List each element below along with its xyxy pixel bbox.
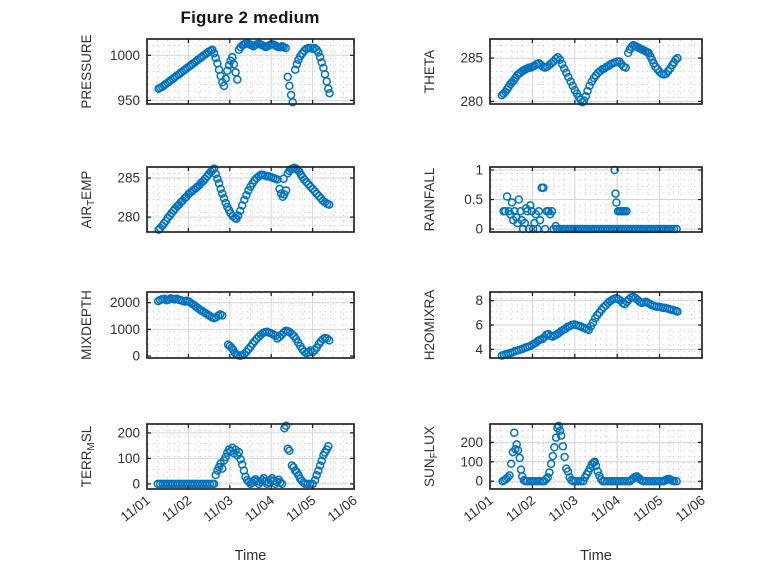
subplot-theta: 280 285 THETA: [422, 38, 703, 109]
scatter-series: [499, 165, 681, 234]
y-tick-label: 200: [117, 425, 140, 440]
y-axis-label: THETA: [422, 50, 437, 93]
axis-ticks: [489, 39, 703, 104]
x-tick-label: 11/04: [588, 492, 623, 524]
y-tick-label: 280: [460, 94, 483, 109]
axis-ticks: [146, 167, 355, 232]
scatter-series: [497, 292, 682, 360]
subplot-h2omixra: 4 6 8 H2OMIXRA: [422, 290, 703, 361]
y-axis-label: PRESSURE: [79, 34, 94, 108]
major-grid: [148, 40, 353, 103]
axes-box: [146, 291, 355, 359]
y-tick-label: 0: [475, 474, 483, 489]
figure-title: Figure 2 medium: [180, 8, 320, 27]
x-tick-label: 11/05: [630, 493, 665, 525]
y-tick-label: 285: [460, 51, 483, 66]
y-tick-label: 8: [475, 293, 483, 308]
y-axis-label: MIXDEPTH: [79, 290, 94, 360]
axis-ticks: [489, 292, 703, 358]
y-axis-label: TERRMSL: [79, 425, 97, 487]
axis-ticks: [489, 424, 703, 489]
axes-box: [489, 38, 703, 105]
x-tick-label: 11/03: [201, 493, 236, 525]
subplot-terr-msl: 0 100 200 TERRMSL 11/01 11/02 11/03 11/04 11/05 1…: [79, 421, 360, 525]
axis-ticks: [146, 39, 355, 104]
minor-grid: [148, 425, 353, 488]
axis-ticks: [146, 424, 355, 489]
x-tick-label: 11/06: [325, 493, 360, 525]
y-axis-label: H2OMIXRA: [422, 290, 437, 361]
y-axis-label: RAINFALL: [422, 167, 437, 231]
scatter-series: [497, 40, 682, 107]
y-tick-label: 4: [475, 342, 483, 357]
x-tick-label: 11/05: [283, 493, 318, 525]
y-tick-label: 285: [117, 171, 140, 186]
axes-box: [146, 38, 355, 105]
x-tick-label: 11/02: [503, 493, 538, 525]
y-tick-label: 100: [460, 454, 483, 469]
axes-box: [146, 166, 355, 233]
y-tick-label: 0: [475, 222, 483, 237]
y-tick-label: 280: [117, 210, 140, 225]
y-tick-label: 100: [117, 451, 140, 466]
axes-box: [489, 423, 703, 490]
x-tick-label: 11/04: [242, 492, 277, 524]
subplot-air-temp: 280 285 AIRTEMP: [79, 163, 355, 234]
minor-grid: [148, 293, 353, 357]
subplot-sun-flux: 0 100 200 SUNFLUX 11/01 11/02 11/03 11/04 11/05 1…: [422, 421, 708, 525]
y-tick-label: 1000: [110, 48, 140, 63]
y-tick-label: 6: [475, 318, 483, 333]
y-tick-label: 2000: [110, 295, 140, 310]
y-tick-label: 0: [132, 349, 140, 364]
y-axis-label: AIRTEMP: [79, 171, 97, 229]
y-tick-label: 1: [475, 163, 483, 178]
x-axis-label-left: Time: [234, 548, 267, 564]
x-tick-label: 11/03: [546, 493, 581, 525]
y-tick-label: 200: [460, 435, 483, 450]
subplot-pressure: 950 1000 PRESSURE: [79, 34, 355, 109]
axes-box: [146, 423, 355, 490]
x-tick-label: 11/01: [461, 493, 496, 525]
y-tick-label: 0: [132, 476, 140, 491]
scatter-series: [153, 421, 333, 489]
y-axis-label: SUNFLUX: [422, 426, 440, 487]
axis-ticks: [146, 292, 355, 358]
y-tick-label: 0.5: [464, 192, 483, 207]
scatter-series: [154, 163, 334, 234]
y-tick-label: 950: [117, 93, 140, 108]
x-tick-label: 11/02: [159, 493, 194, 525]
y-tick-label: 1000: [110, 322, 140, 337]
scatter-series: [153, 294, 334, 360]
x-tick-label: 11/06: [673, 493, 708, 525]
x-tick-label: 11/01: [118, 493, 153, 525]
subplot-rainfall: 0 0.5 1 RAINFALL: [422, 163, 703, 237]
subplot-mixdepth: 0 1000 2000 MIXDEPTH: [79, 290, 355, 364]
scatter-series: [154, 39, 334, 107]
axis-ticks: [489, 167, 703, 232]
x-axis-label-right: Time: [580, 548, 612, 564]
scatter-series: [498, 421, 681, 486]
